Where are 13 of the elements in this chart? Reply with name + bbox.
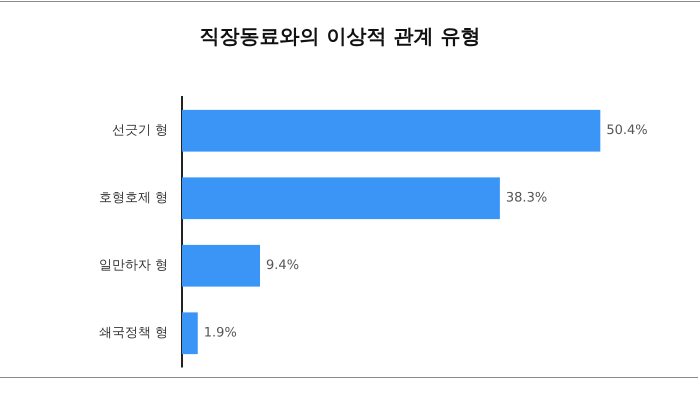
y-tick-label: 일만하자 형 — [98, 258, 168, 274]
y-tick-label: 호형호제 형 — [98, 190, 168, 206]
y-tick-label: 선긋기 형 — [112, 123, 168, 138]
bar — [182, 312, 198, 354]
bar — [182, 177, 500, 220]
bar — [182, 110, 600, 152]
chart-title: 직장동료와의 이상적 관계 유형 — [200, 24, 480, 48]
data-label: 50.4% — [606, 123, 648, 138]
data-label: 1.9% — [204, 326, 237, 341]
data-label: 9.4% — [266, 258, 300, 274]
y-tick-label: 쇄국정책 형 — [98, 326, 168, 341]
bar — [182, 244, 260, 287]
data-label: 38.3% — [506, 190, 548, 206]
